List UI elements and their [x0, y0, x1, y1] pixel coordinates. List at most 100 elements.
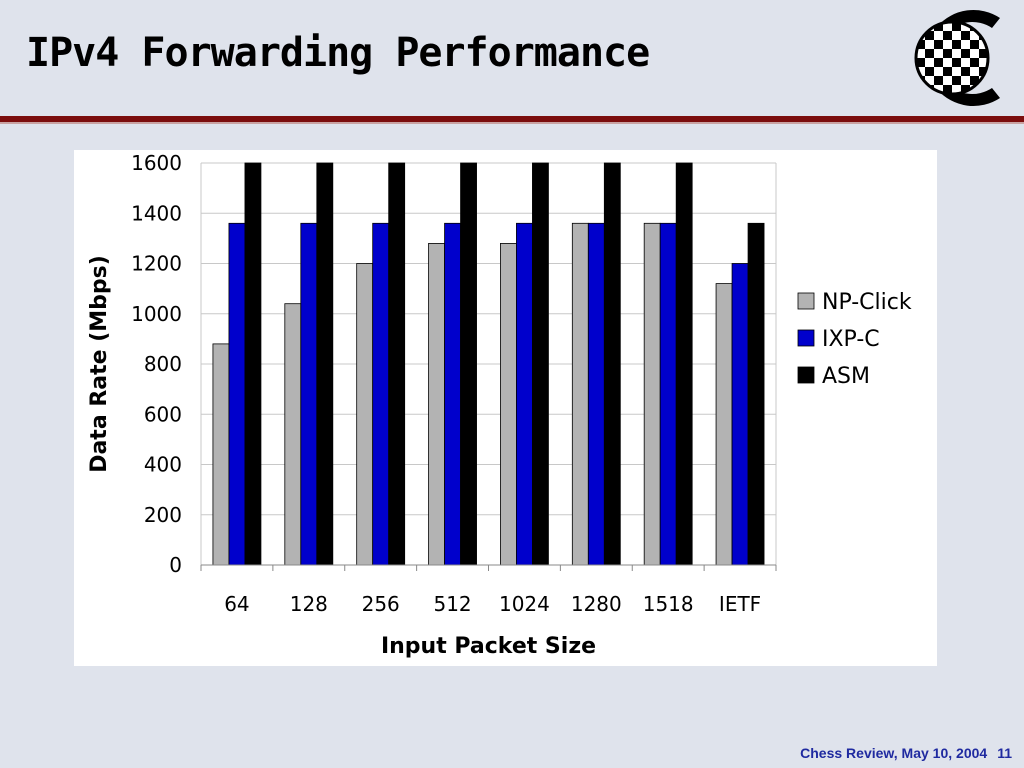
- bar: [316, 162, 334, 566]
- bar: [747, 222, 765, 566]
- logo-checker-square: [943, 22, 952, 31]
- legend-label: ASM: [822, 364, 870, 389]
- slide-title: IPv4 Forwarding Performance: [26, 30, 650, 76]
- logo-checker-square: [943, 49, 952, 58]
- logo-checker-square: [952, 40, 961, 49]
- bar: [372, 222, 390, 566]
- logo-checker-square: [961, 67, 970, 76]
- legend-swatch: [797, 292, 815, 310]
- logo-checker-square: [934, 22, 943, 31]
- bar: [444, 222, 461, 566]
- x-tick-label: 512: [433, 592, 471, 616]
- logo-checker-square: [961, 31, 970, 40]
- x-tick-label: 1024: [499, 592, 550, 616]
- bar: [460, 162, 477, 566]
- logo-checker-square: [970, 76, 979, 85]
- logo-checker-square: [979, 67, 988, 76]
- logo-checker-square: [970, 40, 979, 49]
- logo-checker-square: [988, 67, 997, 76]
- y-tick-label: 0: [169, 553, 182, 577]
- logo-checker-square: [934, 49, 943, 58]
- logo-checker-square: [943, 58, 952, 67]
- y-tick-label: 600: [144, 402, 182, 426]
- bar: [244, 162, 262, 566]
- logo-checker-square: [943, 67, 952, 76]
- logo-checker-square: [934, 76, 943, 85]
- logo-checker-square: [925, 67, 934, 76]
- logo-checker-square: [934, 40, 943, 49]
- logo-checker-square: [916, 40, 925, 49]
- bar: [356, 263, 374, 566]
- logo-checker-square: [934, 31, 943, 40]
- bar: [659, 222, 677, 566]
- bar: [571, 222, 589, 566]
- logo-checker-square: [925, 40, 934, 49]
- logo-checker-square: [961, 40, 970, 49]
- logo-checker-square: [916, 58, 925, 67]
- y-axis-title: Data Rate (Mbps): [87, 255, 112, 473]
- logo-checker-square: [970, 31, 979, 40]
- bar: [228, 222, 246, 566]
- y-tick-label: 1400: [131, 201, 182, 225]
- logo-checker-square: [925, 76, 934, 85]
- logo-checker-square: [943, 40, 952, 49]
- logo-checker-square: [979, 40, 988, 49]
- x-tick-label: 64: [224, 592, 249, 616]
- logo-checker-square: [934, 58, 943, 67]
- logo-checker-square: [916, 85, 925, 94]
- bar: [300, 222, 318, 566]
- x-tick-label: 1518: [643, 592, 694, 616]
- logo-checker-square: [979, 58, 988, 67]
- logo-checker-square: [952, 58, 961, 67]
- title-rule: [0, 116, 1024, 122]
- bar: [643, 222, 661, 566]
- bar: [675, 162, 693, 566]
- page-number: 11: [997, 745, 1012, 761]
- logo-checker-square: [943, 76, 952, 85]
- legend-swatch: [797, 366, 815, 384]
- bar: [715, 283, 733, 566]
- bar-chart: 0 200 400 600 800 1000 1200 1400 1600 64 128 256 512…: [87, 151, 912, 659]
- bar: [284, 303, 302, 566]
- bar: [212, 343, 230, 566]
- footer-text: Chess Review, May 10, 2004: [800, 745, 988, 761]
- logo-checker-square: [916, 94, 925, 103]
- logo-checker-square: [916, 49, 925, 58]
- chess-logo-icon: [914, 9, 1000, 106]
- x-tick-label: 256: [362, 592, 400, 616]
- logo-checker-square: [952, 22, 961, 31]
- logo-checker-square: [952, 49, 961, 58]
- logo-checker-square: [961, 22, 970, 31]
- logo-checker-square: [916, 22, 925, 31]
- logo-checker-square: [925, 94, 934, 103]
- logo-checker-square: [916, 67, 925, 76]
- logo-checker-square: [934, 85, 943, 94]
- bar: [532, 162, 549, 566]
- logo-checker-square: [925, 49, 934, 58]
- logo-checker-square: [925, 58, 934, 67]
- logo-checker-square: [961, 58, 970, 67]
- x-tick-label: 128: [290, 592, 328, 616]
- logo-checker-square: [952, 85, 961, 94]
- logo-checker-square: [934, 67, 943, 76]
- y-tick-label: 1600: [131, 151, 182, 175]
- logo-checker-square: [970, 67, 979, 76]
- bar: [731, 263, 749, 566]
- title-rule-shadow: [0, 122, 1024, 124]
- logo-checker-square: [979, 49, 988, 58]
- logo-checker-square: [988, 31, 997, 40]
- logo-checker-square: [988, 40, 997, 49]
- logo-checker-square: [934, 94, 943, 103]
- logo-checker-square: [961, 85, 970, 94]
- logo-checker-square: [952, 67, 961, 76]
- x-tick-label: 1280: [571, 592, 622, 616]
- logo-checker-square: [970, 58, 979, 67]
- bar: [603, 162, 621, 566]
- logo-checker-disc: [916, 22, 997, 103]
- x-tick-label: IETF: [719, 592, 761, 616]
- logo-checker-square: [961, 76, 970, 85]
- chart-panel: 0 200 400 600 800 1000 1200 1400 1600 64 128 256 512…: [74, 150, 937, 666]
- y-tick-label: 1200: [131, 252, 182, 276]
- legend-swatch: [797, 329, 815, 347]
- bar: [500, 243, 517, 566]
